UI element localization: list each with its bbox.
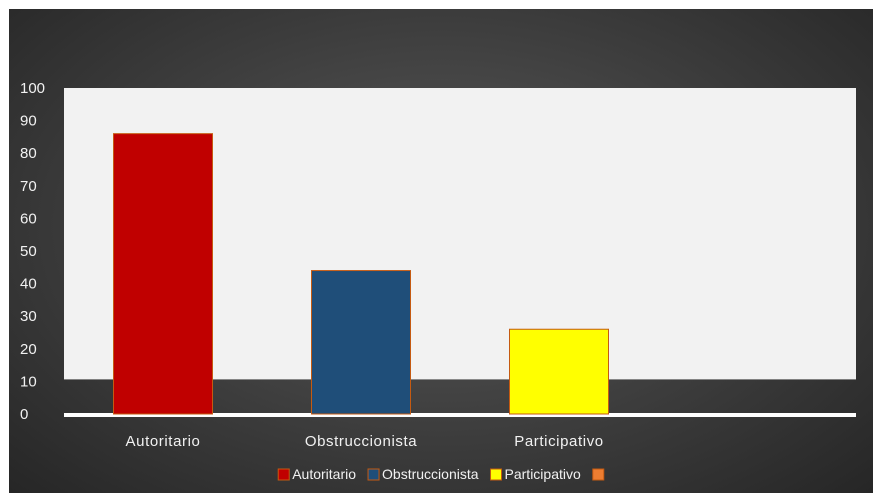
legend-swatch-empty [592,468,605,481]
y-tick-label-0: 0 [20,406,28,423]
y-tick-label-40: 40 [20,276,37,293]
x-axis-line [64,413,856,417]
y-tick-label-60: 60 [20,210,37,227]
chart-frame: 0 10 20 30 40 50 60 70 80 90 100 Autoritario Obstru… [9,9,873,493]
x-axis-category-labels: Autoritario Obstruccionista Participativo [126,433,604,450]
y-axis-tick-labels: 0 10 20 30 40 50 60 70 80 90 100 [20,80,45,423]
y-tick-label-90: 90 [20,113,37,130]
y-tick-label-100: 100 [20,80,45,97]
legend-label-participativo: Participativo [505,466,581,482]
y-tick-label-20: 20 [20,341,37,358]
bar-participativo [509,328,609,415]
y-tick-label-70: 70 [20,178,37,195]
bar-obstruccionista [311,270,411,415]
bars [113,133,609,415]
legend: Autoritario Obstruccionista Participativo [277,466,605,482]
x-category-label-obstruccionista: Obstruccionista [305,433,417,450]
legend-swatch-participativo [490,468,503,481]
y-tick-label-30: 30 [20,308,37,325]
bar-chart: 0 10 20 30 40 50 60 70 80 90 100 Autoritario Obstru… [20,80,856,482]
legend-swatch-obstruccionista [367,468,380,481]
bar-autoritario [113,133,213,415]
y-tick-label-10: 10 [20,373,37,390]
legend-label-obstruccionista: Obstruccionista [382,466,479,482]
x-category-label-autoritario: Autoritario [126,433,201,450]
x-category-label-participativo: Participativo [514,433,604,450]
legend-swatch-autoritario [277,468,290,481]
y-tick-label-50: 50 [20,243,37,260]
legend-label-autoritario: Autoritario [292,466,356,482]
y-tick-label-80: 80 [20,145,37,162]
